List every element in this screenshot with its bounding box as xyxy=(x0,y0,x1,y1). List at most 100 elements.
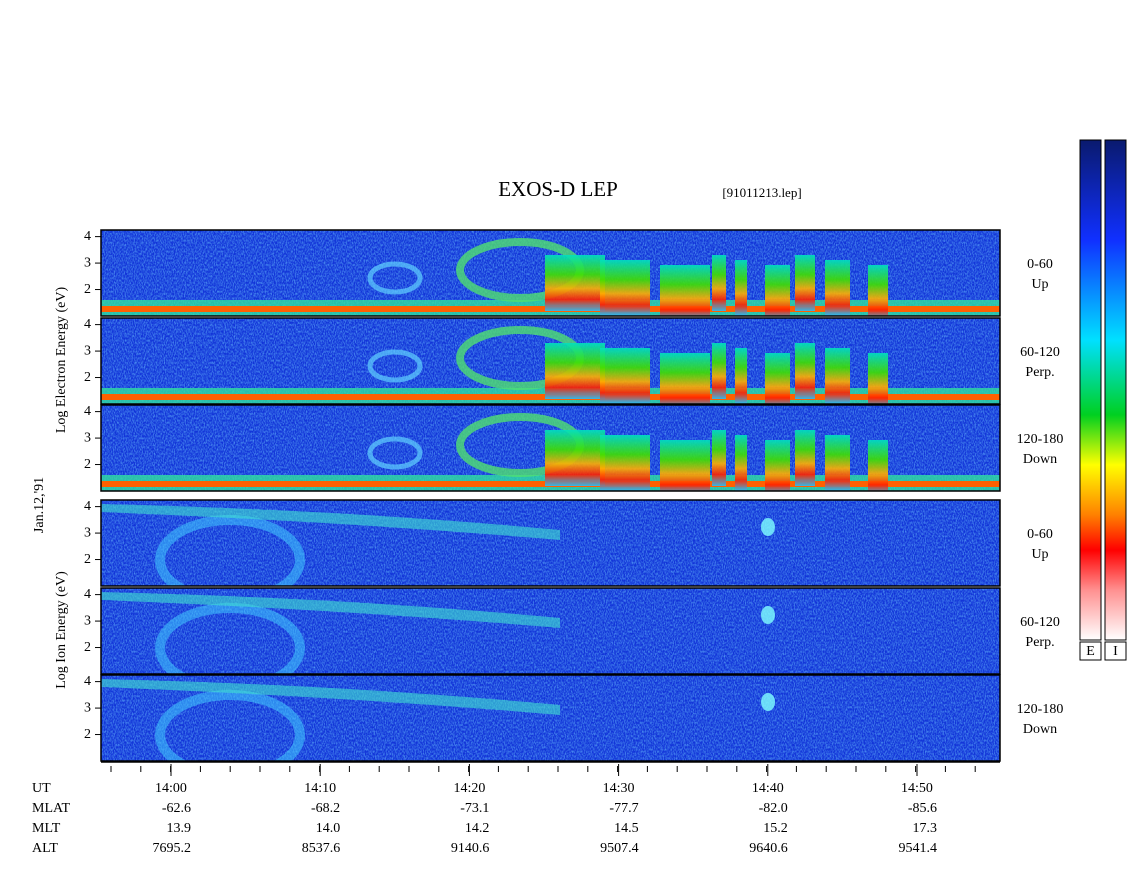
cell: -82.0 xyxy=(759,801,788,816)
spot xyxy=(761,693,775,711)
panel-sublabel: Down xyxy=(1023,452,1057,467)
y-tick-label: 3 xyxy=(84,343,91,358)
cell: 9140.6 xyxy=(451,841,490,856)
cell: -73.1 xyxy=(460,801,489,816)
spectrogram xyxy=(101,500,1000,586)
orbit-table: UT 14:00 14:10 14:20 14:30 14:40 14:50 MLAT -62.… xyxy=(32,781,937,856)
panel-frame xyxy=(100,674,1001,762)
row-name: ALT xyxy=(32,841,58,856)
panel-label: 0-60 xyxy=(1027,257,1053,272)
burst xyxy=(765,353,790,404)
cell: -62.6 xyxy=(162,801,191,816)
band xyxy=(101,679,560,715)
burst xyxy=(868,440,888,491)
burst xyxy=(765,440,790,491)
panel-sublabel: Down xyxy=(1023,722,1057,737)
panel-label: 60-120 xyxy=(1020,345,1060,360)
y-tick-label: 2 xyxy=(84,370,91,385)
burst xyxy=(600,260,650,316)
burst xyxy=(795,343,815,399)
panel-frame xyxy=(100,587,1001,675)
cell: -68.2 xyxy=(311,801,340,816)
burst xyxy=(660,353,710,404)
spectrogram xyxy=(101,230,1000,316)
arc xyxy=(367,436,423,470)
cell: 9541.4 xyxy=(899,841,938,856)
color-bar xyxy=(1104,139,1127,641)
burst xyxy=(712,430,726,486)
burst xyxy=(545,343,605,399)
band xyxy=(101,592,560,628)
panel-label: 0-60 xyxy=(1027,527,1053,542)
panel-sublabel: Up xyxy=(1031,277,1048,292)
burst xyxy=(795,255,815,311)
cell: -77.7 xyxy=(609,801,638,816)
cell: 14.2 xyxy=(465,821,490,836)
cell: 14:20 xyxy=(453,781,485,796)
row-name: MLT xyxy=(32,821,61,836)
cell: 8537.6 xyxy=(302,841,341,856)
row-name: MLAT xyxy=(32,801,71,816)
y-tick-label: 3 xyxy=(84,525,91,540)
electron-axis-label: Log Electron Energy (eV) xyxy=(54,287,69,434)
ion-axis-label: Log Ion Energy (eV) xyxy=(54,571,69,689)
arc xyxy=(367,349,423,383)
y-tick-label: 2 xyxy=(84,457,91,472)
color-bar-label: E xyxy=(1086,644,1095,659)
burst xyxy=(868,265,888,316)
cell: 14.0 xyxy=(316,821,341,836)
title: EXOS-D LEP xyxy=(498,177,618,201)
burst xyxy=(825,348,850,404)
row-name: UT xyxy=(32,781,51,796)
file-name: [91011213.lep] xyxy=(722,185,801,200)
y-tick-label: 4 xyxy=(84,674,91,689)
time-axis xyxy=(101,761,1000,776)
cell: 13.9 xyxy=(167,821,192,836)
y-tick-label: 4 xyxy=(84,499,91,514)
y-tick-label: 3 xyxy=(84,613,91,628)
burst xyxy=(825,260,850,316)
cell: 14:00 xyxy=(155,781,187,796)
burst xyxy=(712,343,726,399)
y-tick-label: 3 xyxy=(84,430,91,445)
arc xyxy=(155,603,305,674)
burst xyxy=(660,440,710,491)
panel-frame xyxy=(100,499,1001,587)
y-tick-label: 4 xyxy=(84,229,91,244)
arc xyxy=(367,261,423,295)
burst xyxy=(600,435,650,491)
panel-sublabel: Perp. xyxy=(1025,635,1054,650)
cell: 7695.2 xyxy=(153,841,192,856)
panel-sublabel: Perp. xyxy=(1025,365,1054,380)
cell: 14:50 xyxy=(901,781,933,796)
burst xyxy=(545,255,605,311)
spectrogram xyxy=(101,588,1000,674)
cell: 15.2 xyxy=(763,821,788,836)
burst xyxy=(712,255,726,311)
band xyxy=(101,504,560,540)
cell: -85.6 xyxy=(908,801,937,816)
panel-sublabel: Up xyxy=(1031,547,1048,562)
y-tick-label: 4 xyxy=(84,317,91,332)
y-tick-label: 2 xyxy=(84,640,91,655)
spectrogram xyxy=(101,675,1000,761)
panels: 2 3 4 0-60 Up 2 3 4 60-120 Perp. 2 3 4 120-180 Down 2 3 4… xyxy=(84,229,1064,762)
burst xyxy=(825,435,850,491)
cell: 14:30 xyxy=(603,781,635,796)
cell: 17.3 xyxy=(913,821,938,836)
panel-label: 120-180 xyxy=(1017,702,1064,717)
burst xyxy=(600,348,650,404)
cell: 14:10 xyxy=(304,781,336,796)
cell: 9507.4 xyxy=(600,841,639,856)
color-bar xyxy=(1079,139,1102,641)
color-bar-label: I xyxy=(1113,644,1118,659)
y-tick-label: 3 xyxy=(84,255,91,270)
panel-frame xyxy=(100,229,1001,317)
cell: 14:40 xyxy=(752,781,784,796)
burst xyxy=(735,348,747,404)
cell: 9640.6 xyxy=(749,841,788,856)
panel-frame xyxy=(100,317,1001,405)
panel-frame xyxy=(100,404,1001,492)
burst xyxy=(868,353,888,404)
